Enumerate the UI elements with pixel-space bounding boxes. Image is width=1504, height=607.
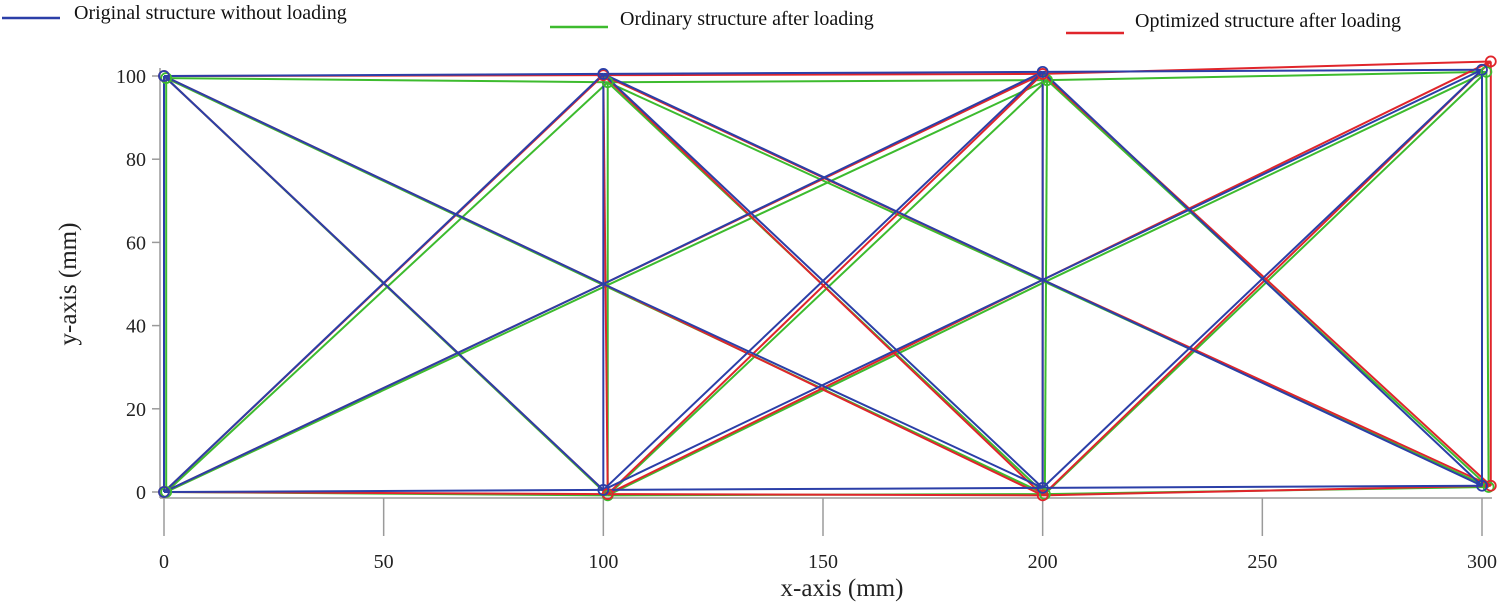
member-A-M1 [163, 75, 604, 285]
series-ordinary [165, 70, 1490, 497]
nodes-original [158, 63, 1488, 498]
member-M2-D [1044, 70, 1487, 283]
node-D [1476, 63, 1488, 76]
legend-item-original: Original structure without loading [2, 2, 347, 24]
member-G-D [1041, 69, 1483, 489]
member-F-M2 [602, 278, 1044, 491]
member-B-C [603, 70, 1043, 75]
node-H [1484, 479, 1497, 492]
node-G [1036, 481, 1049, 494]
y-ticks: 0 20 40 60 80 100 [116, 66, 160, 504]
node-H [1476, 479, 1488, 492]
x-tick-label: 50 [374, 551, 394, 573]
node-D [1484, 55, 1497, 68]
node-A [158, 70, 170, 82]
member-G-H [1042, 484, 1483, 489]
member-G-H [1042, 484, 1491, 497]
legend-label-optimized: Optimized structure after loading [1135, 10, 1401, 32]
y-tick-label: 20 [126, 399, 146, 421]
x-ticks: 0 50 100 150 200 250 300 [159, 498, 1497, 573]
legend-label-original: Original structure without loading [74, 2, 347, 24]
x-tick-label: 150 [808, 551, 838, 573]
member-B-M2 [607, 81, 1046, 283]
y-axis-label: y-axis (mm) [55, 223, 82, 346]
x-tick-label: 300 [1467, 551, 1497, 573]
nodes-ordinary [160, 65, 1495, 502]
legend: Original structure without loading Ordin… [2, 2, 1401, 35]
member-E-B [163, 73, 605, 493]
member-E-F [163, 488, 604, 493]
member-F-M2 [607, 281, 1046, 497]
node-A [160, 72, 173, 84]
node-F [597, 484, 610, 496]
x-tick-label: 0 [159, 551, 169, 573]
y-tick-label: 0 [136, 482, 146, 504]
x-tick-label: 250 [1247, 551, 1277, 573]
member-C-D [1042, 68, 1483, 73]
member-F-C [602, 71, 1044, 491]
legend-item-optimized: Optimized structure after loading [1066, 10, 1401, 35]
plot-area [158, 55, 1497, 502]
node-G [1036, 489, 1049, 502]
node-E [158, 486, 170, 498]
y-tick-label: 40 [126, 316, 146, 338]
member-A-B [166, 77, 608, 84]
member-B-M2 [602, 73, 1044, 281]
x-axis-label: x-axis (mm) [781, 575, 904, 602]
x-tick-label: 200 [1028, 551, 1058, 573]
member-F-G [607, 493, 1043, 497]
x-tick-label: 100 [588, 551, 618, 573]
member-B-C [607, 79, 1048, 84]
series-original [163, 68, 1483, 493]
legend-label-ordinary: Ordinary structure after loading [620, 8, 874, 30]
member-M2-H [1042, 278, 1483, 487]
member-A-B [163, 72, 604, 77]
y-tick-label: 60 [126, 232, 146, 254]
node-B [597, 68, 610, 80]
member-M1-G [602, 283, 1044, 497]
member-M2-D [1042, 68, 1483, 281]
member-B-C [603, 72, 1043, 77]
member-F-G [603, 486, 1043, 491]
series-optimized [163, 60, 1492, 497]
y-tick-label: 80 [126, 149, 146, 171]
member-E-M1 [163, 283, 604, 493]
member-C-D [1047, 70, 1487, 82]
nodes-optimized [158, 55, 1497, 502]
member-C-G [1043, 80, 1049, 495]
member-D-H [1485, 71, 1490, 488]
axes: 0 50 100 150 200 250 300 0 20 40 60 80 100 x-axis (… [55, 66, 1497, 602]
member-E-M1 [165, 285, 606, 493]
node-C [1036, 65, 1049, 78]
member-F-C [607, 79, 1048, 497]
legend-item-ordinary: Ordinary structure after loading [550, 8, 874, 30]
y-tick-label: 100 [116, 66, 146, 88]
